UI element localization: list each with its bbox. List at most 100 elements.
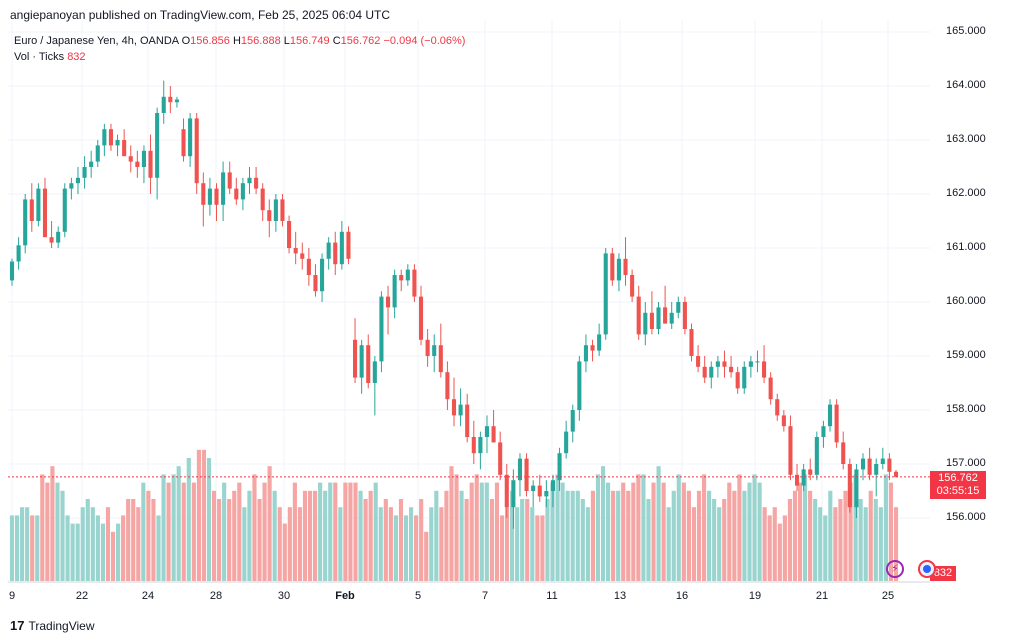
candle-body (801, 469, 806, 486)
volume-bar (257, 499, 262, 581)
volume-bar (808, 490, 813, 581)
candle-body (359, 345, 364, 378)
volume-bar (211, 490, 217, 581)
candle-body (867, 458, 872, 475)
volume-bar (550, 482, 555, 581)
candle-body (702, 366, 707, 378)
candle-body (484, 426, 490, 437)
volume-bar (151, 499, 156, 581)
volume-bar (545, 499, 550, 581)
candle-body (339, 231, 344, 265)
volume-bar (707, 490, 712, 581)
volume-bar (454, 474, 459, 581)
volume-bar (893, 507, 899, 581)
candle-body (405, 269, 410, 281)
volume-bar (166, 482, 171, 581)
volume-bar (403, 515, 409, 581)
candle-body (781, 415, 786, 427)
volume-bar (818, 507, 823, 581)
volume-bar (105, 507, 111, 581)
globe-icon[interactable] (918, 560, 936, 578)
candle-body (23, 199, 28, 246)
candle-body (161, 96, 166, 113)
volume-bar (469, 482, 474, 581)
publisher-header: angiepanoyan published on TradingView.co… (10, 8, 391, 22)
volume-bar (797, 482, 803, 581)
volume-bar (515, 507, 520, 581)
candle-body (788, 426, 793, 475)
volume-bar (414, 515, 419, 581)
volume-bar (585, 507, 590, 581)
volume-bar (262, 482, 267, 581)
volume-bar (161, 474, 166, 581)
volume-bar (494, 482, 500, 581)
candle-body (498, 442, 503, 475)
candle-body (729, 366, 734, 373)
candle-body (214, 188, 219, 205)
symbol-legend: Euro / Japanese Yen, 4h, OANDA O156.856 … (14, 33, 465, 65)
candle-body (306, 258, 311, 275)
open-label: O (181, 35, 191, 47)
volume-bar (833, 507, 838, 581)
candle-body (174, 99, 179, 103)
volume-bar (828, 490, 833, 581)
volume-bar (722, 499, 727, 581)
volume-bar (378, 507, 383, 581)
volume-bar (691, 507, 697, 581)
candle-body (49, 237, 54, 243)
volume-bar (631, 482, 636, 581)
candle-body (385, 296, 391, 308)
volume-bar (575, 490, 580, 581)
candle-body (69, 183, 74, 189)
volume-bar (499, 515, 505, 581)
volume-bar (489, 499, 494, 581)
volume-bar (560, 482, 565, 581)
candle-body (742, 366, 747, 389)
candle-body (597, 334, 602, 351)
volume-bar (530, 507, 535, 581)
volume-bar (328, 482, 333, 581)
candle-body (392, 275, 397, 308)
candle-body (412, 269, 417, 297)
volume-bar (191, 482, 196, 581)
lightning-icon[interactable]: ⚡ (886, 560, 904, 578)
volume-bar (787, 499, 792, 581)
candle-body (432, 345, 437, 356)
candle-body (62, 188, 67, 232)
candle-body (234, 188, 239, 200)
candle-body (451, 399, 457, 416)
candle-body (300, 253, 305, 259)
change-value: −0.094 (−0.06%) (383, 35, 466, 47)
volume-bar (686, 490, 691, 581)
symbol-name[interactable]: Euro / Japanese Yen, 4h, OANDA (14, 35, 179, 47)
volume-bar (646, 499, 651, 581)
candle-body (280, 199, 285, 221)
volume-bar (217, 499, 222, 581)
close-value: 156.762 (340, 35, 381, 47)
candle-body (531, 485, 536, 491)
candle-body (201, 183, 206, 205)
candle-body (768, 377, 773, 400)
volume-bar (525, 499, 530, 581)
last-price-tag: 156.762 03:55:15 (930, 471, 986, 499)
open-value: 156.856 (190, 35, 230, 47)
candle-body (762, 361, 767, 378)
volume-bar (80, 507, 85, 581)
x-tick-label: 19 (748, 590, 762, 602)
candle-body (808, 469, 813, 475)
candle-body (577, 361, 582, 410)
x-tick-label: 16 (675, 590, 689, 602)
volume-label[interactable]: Vol · Ticks (14, 51, 65, 63)
low-value: 156.749 (289, 35, 330, 47)
candle-body (141, 150, 146, 167)
candle-body (194, 118, 199, 184)
volume-bar (429, 507, 434, 581)
x-tick-label: 5 (414, 590, 422, 602)
volume-bar (803, 474, 808, 581)
volume-bar (292, 482, 297, 581)
volume-bar (30, 515, 35, 581)
volume-bar (535, 515, 540, 581)
footer-brand: 17 TradingView (10, 618, 95, 633)
y-tick-label: 162.000 (946, 187, 986, 199)
